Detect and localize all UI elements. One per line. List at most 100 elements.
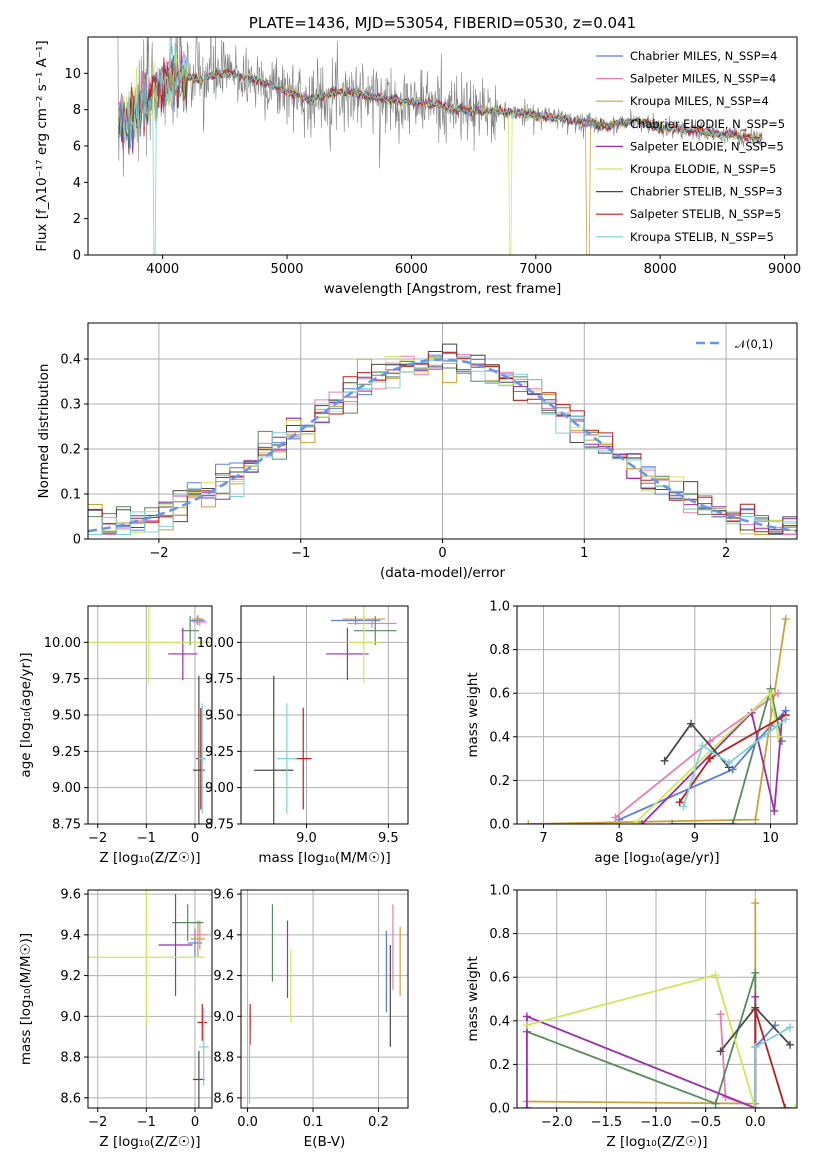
y-tick-label: 9.25 (52, 745, 81, 760)
plot-area (248, 904, 401, 1104)
legend-entry: Salpeter ELODIE, N_SSP=5 (630, 139, 784, 153)
y-tick-label: 0.1 (60, 488, 81, 503)
weight-marker (751, 815, 760, 824)
x-axis-label: wavelength [Angstrom, rest frame] (324, 281, 562, 297)
weight-marker (630, 820, 639, 824)
plot-area (522, 899, 797, 1108)
y-tick-label: 9.00 (205, 781, 234, 796)
x-tick-label: 9.5 (378, 831, 399, 846)
weight-marker (786, 1023, 795, 1032)
errorbar-point (88, 606, 210, 684)
y-tick-label: 1.0 (489, 600, 510, 615)
y-tick-label: 0.4 (489, 730, 510, 745)
x-tick-label: 9.0 (296, 831, 317, 846)
x-tick-label: 7 (539, 831, 547, 846)
x-tick-label: −2 (88, 831, 107, 846)
y-tick-label: 0.6 (489, 687, 510, 702)
weight-marker (724, 758, 733, 767)
x-tick-label: 0.0 (237, 1115, 258, 1130)
axes-frame (240, 605, 409, 825)
y-tick-label: 1.0 (489, 884, 510, 899)
x-tick-label: 0.1 (303, 1115, 324, 1130)
y-axis-label: age [log₁₀(age/yr)] (18, 652, 34, 777)
weight-marker (781, 1104, 790, 1108)
y-tick-label: 0.2 (489, 1058, 510, 1073)
axes-frame (87, 605, 213, 825)
x-tick-label: 9000 (768, 262, 801, 277)
x-tick-label: −2 (149, 546, 168, 561)
x-tick-label: 7000 (519, 262, 552, 277)
x-tick-label: −1 (137, 831, 156, 846)
errorbar-point (197, 1004, 208, 1041)
weight-marker (522, 1104, 531, 1108)
model-spectrum-line (118, 56, 763, 144)
weight-marker (770, 806, 779, 815)
errorbar-point (193, 1050, 205, 1108)
x-tick-label: 0.0 (745, 1115, 766, 1130)
y-tick-label: 9.0 (60, 1010, 81, 1025)
weight-marker (524, 820, 533, 824)
weight-marker (751, 1042, 760, 1051)
plot-area (254, 606, 397, 824)
weight-marker (679, 802, 688, 811)
y-tick-label: 0.8 (489, 643, 510, 658)
y-tick-label: 2 (73, 212, 81, 227)
weight-marker (716, 1047, 725, 1056)
weight-marker (687, 719, 696, 728)
legend: 𝒩(0,1) (696, 337, 773, 351)
y-axis-label: mass [log₁₀(M/M☉)] (18, 933, 34, 1065)
y-tick-label: 8.75 (52, 818, 81, 833)
weight-marker (766, 689, 775, 698)
x-axis-label: Z [log₁₀(Z/Z☉)] (606, 1134, 707, 1150)
plot-area (88, 343, 797, 539)
y-tick-label: 0.6 (489, 971, 510, 986)
weight-marker (522, 1021, 531, 1030)
weight-marker (611, 813, 620, 822)
panel-age-vs-mass: 9.0 9.5 8.75 9.00 9.25 9.50 9.75 10.00 mass [log… (197, 605, 409, 866)
x-tick-label: 5000 (270, 262, 303, 277)
x-tick-label: 8 (615, 831, 623, 846)
weight-line (672, 688, 783, 824)
x-tick-label: 8000 (644, 262, 677, 277)
y-tick-label: 0.0 (489, 1102, 510, 1117)
axes-frame (240, 889, 409, 1109)
weight-marker (698, 741, 707, 750)
x-axis-label: Z [log₁₀(Z/Z☉)] (99, 850, 200, 866)
y-tick-label: 0 (73, 249, 81, 264)
x-tick-label: 1 (580, 546, 588, 561)
x-tick-label: 0 (191, 1115, 199, 1130)
errorbar-point (181, 616, 199, 646)
y-tick-label: 4 (73, 176, 81, 191)
y-tick-label: 0.0 (489, 818, 510, 833)
panel-residuals: −2 −1 0 1 2 0 0.1 0.2 0.3 0.4 (data-model)/error No… (36, 322, 798, 581)
x-tick-label: 10 (762, 831, 779, 846)
plot-area (524, 615, 790, 824)
legend-entry: Salpeter MILES, N_SSP=4 (630, 72, 776, 86)
x-axis-label: E(B-V) (304, 1134, 346, 1150)
y-tick-label: 9.6 (213, 888, 234, 903)
errorbar-point (172, 904, 204, 941)
y-tick-label: 0.4 (489, 1014, 510, 1029)
x-tick-label: −0.5 (690, 1115, 722, 1130)
y-tick-label: 9.50 (52, 709, 81, 724)
y-tick-label: 9.75 (52, 672, 81, 687)
y-tick-label: 9.25 (205, 745, 234, 760)
weight-line (526, 973, 795, 1108)
y-tick-label: 6 (73, 140, 81, 155)
weight-line (618, 709, 787, 821)
legend-entry: Kroupa MILES, N_SSP=4 (630, 94, 769, 108)
x-tick-label: −1 (291, 546, 310, 561)
errorbar-point (254, 675, 294, 824)
x-tick-label: 0.2 (368, 1115, 389, 1130)
axes-frame (87, 889, 213, 1109)
weight-marker (668, 820, 677, 824)
weight-marker (728, 820, 737, 824)
legend-entry: Chabrier ELODIE, N_SSP=5 (630, 117, 785, 131)
y-tick-label: 9.2 (60, 969, 81, 984)
y-tick-label: 9.6 (60, 888, 81, 903)
legend-entry: 𝒩(0,1) (735, 337, 773, 351)
chart-title: PLATE=1436, MJD=53054, FIBERID=0530, z=0… (249, 14, 636, 32)
axes-frame (516, 605, 798, 825)
y-tick-label: 0.2 (60, 443, 81, 458)
